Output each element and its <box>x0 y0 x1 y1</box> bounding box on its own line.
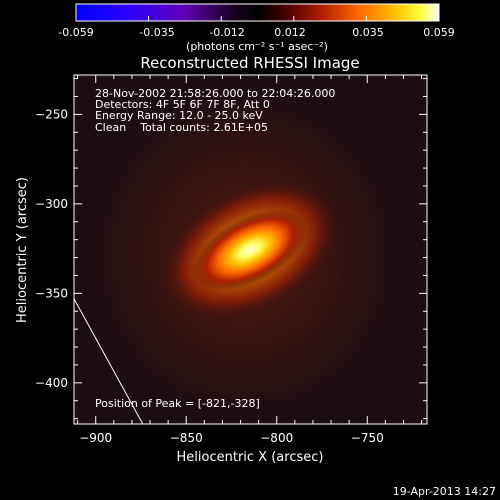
info-block: 28-Nov-2002 21:58:26.000 to 22:04:26.000… <box>95 87 335 134</box>
plot-area <box>74 75 427 424</box>
x-axis-title: Heliocentric X (arcsec) <box>177 450 324 465</box>
y-axis-title: Heliocentric Y (arcsec) <box>15 177 30 323</box>
y-tick-label: −350 <box>35 286 68 300</box>
info-line-time: 28-Nov-2002 21:58:26.000 to 22:04:26.000 <box>95 87 335 100</box>
colorbar-unit-label: (photons cm⁻² s⁻¹ asec⁻²) <box>186 40 328 53</box>
colorbar-tick-label: -0.012 <box>209 26 244 39</box>
plot-frame <box>73 74 428 425</box>
info-line-energy: Energy Range: 12.0 - 25.0 keV <box>95 109 263 122</box>
source-core <box>193 209 307 291</box>
info-line-detectors: Detectors: 4F 5F 6F 7F 8F, Att 0 <box>95 98 270 111</box>
colorbar-ticks <box>75 16 440 21</box>
x-tick-label: −750 <box>351 431 384 445</box>
plot-title: Reconstructed RHESSI Image <box>140 54 359 72</box>
y-tick-label: −400 <box>35 376 68 390</box>
y-tick-label: −250 <box>35 107 68 121</box>
y-tick-label: −300 <box>35 197 68 211</box>
colorbar-tick-label: 0.012 <box>274 26 306 39</box>
x-tick-label: −800 <box>260 431 293 445</box>
colorbar-tick-label: -0.035 <box>139 26 174 39</box>
x-tick-label: −900 <box>79 431 112 445</box>
peak-position-label: Position of Peak = [-821,-328] <box>95 397 260 410</box>
solar-limb-line <box>74 298 144 424</box>
colorbar-tick-label: 0.035 <box>352 26 384 39</box>
colorbar: -0.059 -0.035 -0.012 0.012 0.035 0.059 (… <box>58 3 455 53</box>
colorbar-gradient <box>75 3 440 22</box>
info-line-counts: Clean Total counts: 2.61E+05 <box>95 121 268 134</box>
colorbar-tick-label: 0.059 <box>423 26 455 39</box>
colorbar-tick-label: -0.059 <box>58 26 93 39</box>
x-tick-label: −850 <box>170 431 203 445</box>
footer-timestamp: 19-Apr-2013 14:27 <box>393 485 496 498</box>
axes: −900 −850 −800 −750 −250 −300 −350 −400 <box>35 75 427 445</box>
